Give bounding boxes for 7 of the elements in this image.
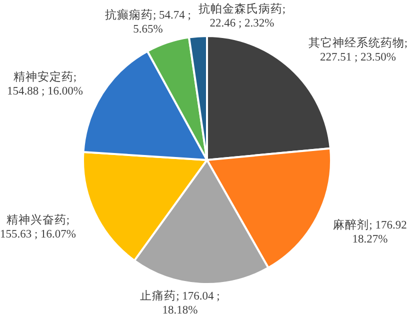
slice-label: 止痛药; 176.04 ; 18.18% [140,289,220,317]
slice-label: 抗帕金森氏病药; 22.46 ; 2.32% [198,1,286,30]
slice-label: 麻醉剂; 176.92 18.27% [333,217,408,246]
slice-label: 精神安定药; 154.88 ; 16.00% [6,69,84,98]
slice-label: 其它神经系统药物; 227.51 ; 23.50% [308,35,408,64]
slice-label: 抗癫痫药; 54.74 ; 5.65% [104,7,192,36]
slice-label: 精神兴奋药; 155.63 ; 16.07% [0,212,76,241]
